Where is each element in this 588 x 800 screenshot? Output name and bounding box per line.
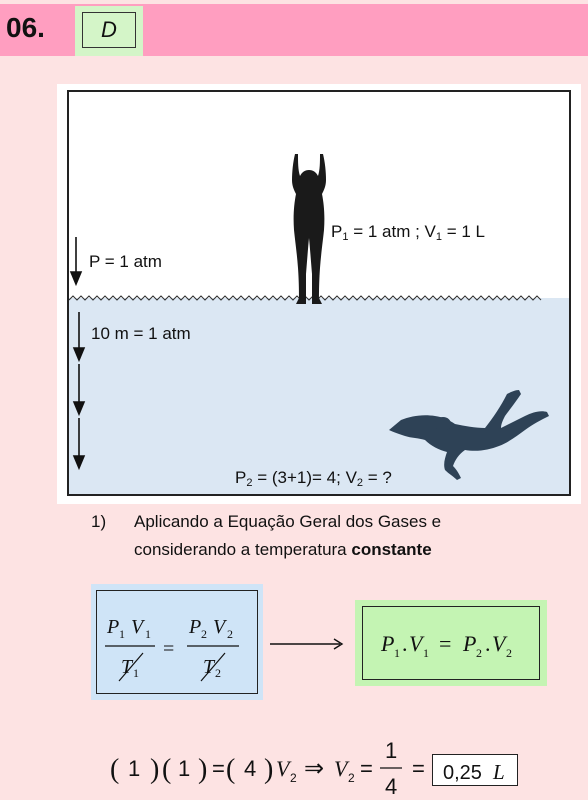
svg-text:V: V: [213, 616, 228, 638]
question-number: 06.: [6, 12, 45, 43]
svg-text:4: 4: [244, 756, 256, 781]
cancel-stroke-t1: [118, 652, 144, 682]
svg-text:2: 2: [201, 627, 207, 641]
simplified-equation: P 1 . V 1 = P 2 . V 2: [380, 631, 512, 660]
svg-text:V: V: [492, 631, 508, 656]
svg-text:.: .: [485, 631, 491, 656]
step1-line1: 1) Aplicando a Equação Geral dos Gases e: [91, 512, 442, 531]
svg-text:2: 2: [215, 666, 221, 680]
svg-text:1: 1: [119, 627, 125, 641]
svg-text:.: .: [402, 631, 408, 656]
svg-text:1: 1: [385, 738, 397, 763]
svg-text:V: V: [334, 756, 350, 781]
diver-figure: P = 1 atm 10 m = 1 atm P1 = 1 atm ; V1 =…: [67, 90, 571, 496]
surface-pressure-arrow: [69, 237, 83, 287]
svg-text:P: P: [188, 616, 201, 638]
final-calculation: ( 1 ) ( 1 ) = ( 4 ) V 2 ⇒ V 2 = 1 4 =: [110, 738, 425, 799]
svg-text:V: V: [409, 631, 425, 656]
svg-text:1: 1: [394, 646, 400, 660]
figure-drawing: [69, 154, 549, 480]
svg-text:2: 2: [348, 771, 355, 785]
right-arrow-icon: [270, 638, 344, 650]
svg-text:V: V: [276, 756, 292, 781]
svg-text:2: 2: [227, 627, 233, 641]
step1-number: 1): [91, 512, 107, 531]
state1-label: P1 = 1 atm ; V1 = 1 L: [331, 222, 486, 243]
svg-text:V: V: [131, 616, 146, 638]
svg-text:(: (: [162, 754, 171, 785]
svg-text:=: =: [412, 756, 425, 781]
svg-text:=: =: [163, 638, 174, 660]
svg-text:P: P: [462, 631, 476, 656]
svg-text:=: =: [212, 756, 225, 781]
standing-diver-silhouette: [292, 154, 326, 304]
svg-text:=: =: [360, 756, 373, 781]
svg-text:1: 1: [145, 627, 151, 641]
svg-text:): ): [264, 754, 273, 785]
svg-text:1: 1: [423, 646, 429, 660]
svg-text:): ): [150, 754, 159, 785]
simplified-equation-box: P 1 . V 1 = P 2 . V 2: [362, 606, 540, 680]
svg-text:2: 2: [476, 646, 482, 660]
svg-text:⇒: ⇒: [304, 755, 324, 782]
svg-text:): ): [198, 754, 207, 785]
svg-text:1: 1: [178, 756, 190, 781]
svg-text:L: L: [492, 760, 505, 784]
general-equation-box: P 1 V 1 T 1 = P 2 V 2 T 2: [96, 590, 258, 694]
svg-text:=: =: [439, 631, 451, 656]
step1-line2: considerando a temperatura constante: [134, 540, 432, 559]
state2-label: P2 = (3+1)= 4; V2 = ?: [235, 468, 392, 489]
step1-bold-word: constante: [351, 540, 432, 559]
svg-text:1: 1: [133, 666, 139, 680]
svg-text:4: 4: [385, 774, 397, 799]
svg-text:0,25: 0,25: [443, 762, 482, 784]
svg-text:T: T: [121, 656, 134, 678]
svg-text:2: 2: [506, 646, 512, 660]
svg-text:2: 2: [290, 771, 297, 785]
svg-text:T: T: [203, 656, 216, 678]
svg-text:P: P: [380, 631, 394, 656]
swimming-diver-silhouette: [389, 390, 549, 480]
answer-letter: D: [82, 12, 136, 48]
depth-pressure-arrows: [72, 312, 86, 471]
svg-text:P: P: [106, 616, 119, 638]
surface-pressure-label: P = 1 atm: [89, 252, 162, 271]
svg-text:(: (: [110, 754, 119, 785]
water-region: [69, 298, 569, 494]
cancel-stroke-t2: [200, 652, 226, 682]
svg-text:1: 1: [128, 756, 140, 781]
depth-pressure-label: 10 m = 1 atm: [91, 324, 191, 343]
final-answer-box: 0,25 L: [432, 754, 518, 786]
general-equation: P 1 V 1 T 1 = P 2 V 2 T 2: [105, 616, 239, 682]
svg-text:(: (: [226, 754, 235, 785]
